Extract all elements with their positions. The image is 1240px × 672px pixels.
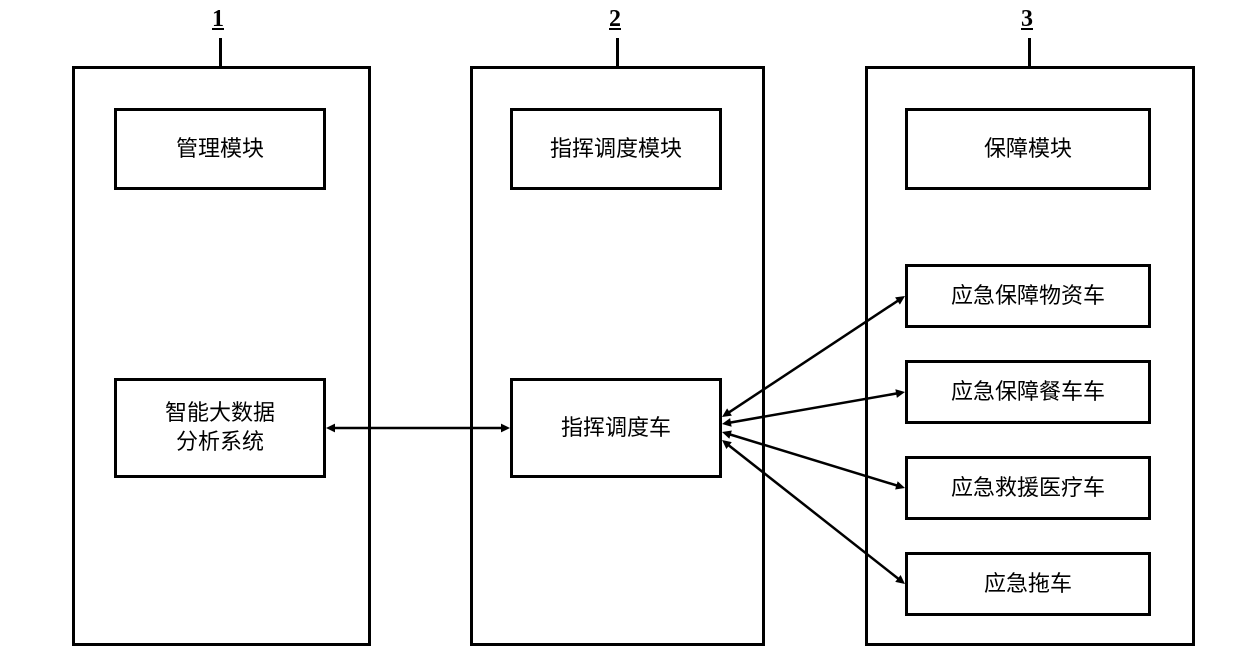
column-number-3: 3 bbox=[1012, 6, 1042, 33]
diagram-canvas: 1 2 3 管理模块 智能大数据 分析系统 指挥调度模块 指挥调度车 保障模块 … bbox=[0, 0, 1240, 672]
column-number-2: 2 bbox=[600, 6, 630, 33]
box-supply-vehicle: 应急保障物资车 bbox=[905, 264, 1151, 328]
box-label: 应急救援医疗车 bbox=[951, 474, 1105, 503]
box-food-vehicle: 应急保障餐车车 bbox=[905, 360, 1151, 424]
box-label: 应急保障餐车车 bbox=[951, 378, 1105, 407]
box-mgmt-module: 管理模块 bbox=[114, 108, 326, 190]
box-label: 管理模块 bbox=[176, 135, 264, 164]
tick-3 bbox=[1028, 38, 1031, 66]
box-tow-vehicle: 应急拖车 bbox=[905, 552, 1151, 616]
box-label: 应急保障物资车 bbox=[951, 282, 1105, 311]
column-number-1: 1 bbox=[203, 6, 233, 33]
box-medical-vehicle: 应急救援医疗车 bbox=[905, 456, 1151, 520]
box-label: 指挥调度模块 bbox=[550, 135, 682, 164]
tick-2 bbox=[616, 38, 619, 66]
box-label: 应急拖车 bbox=[984, 570, 1072, 599]
box-dispatch-module: 指挥调度模块 bbox=[510, 108, 722, 190]
box-big-data-system: 智能大数据 分析系统 bbox=[114, 378, 326, 478]
box-label: 指挥调度车 bbox=[561, 414, 671, 443]
box-label: 保障模块 bbox=[984, 135, 1072, 164]
box-label: 智能大数据 分析系统 bbox=[165, 399, 275, 456]
tick-1 bbox=[219, 38, 222, 66]
box-support-module: 保障模块 bbox=[905, 108, 1151, 190]
box-dispatch-vehicle: 指挥调度车 bbox=[510, 378, 722, 478]
